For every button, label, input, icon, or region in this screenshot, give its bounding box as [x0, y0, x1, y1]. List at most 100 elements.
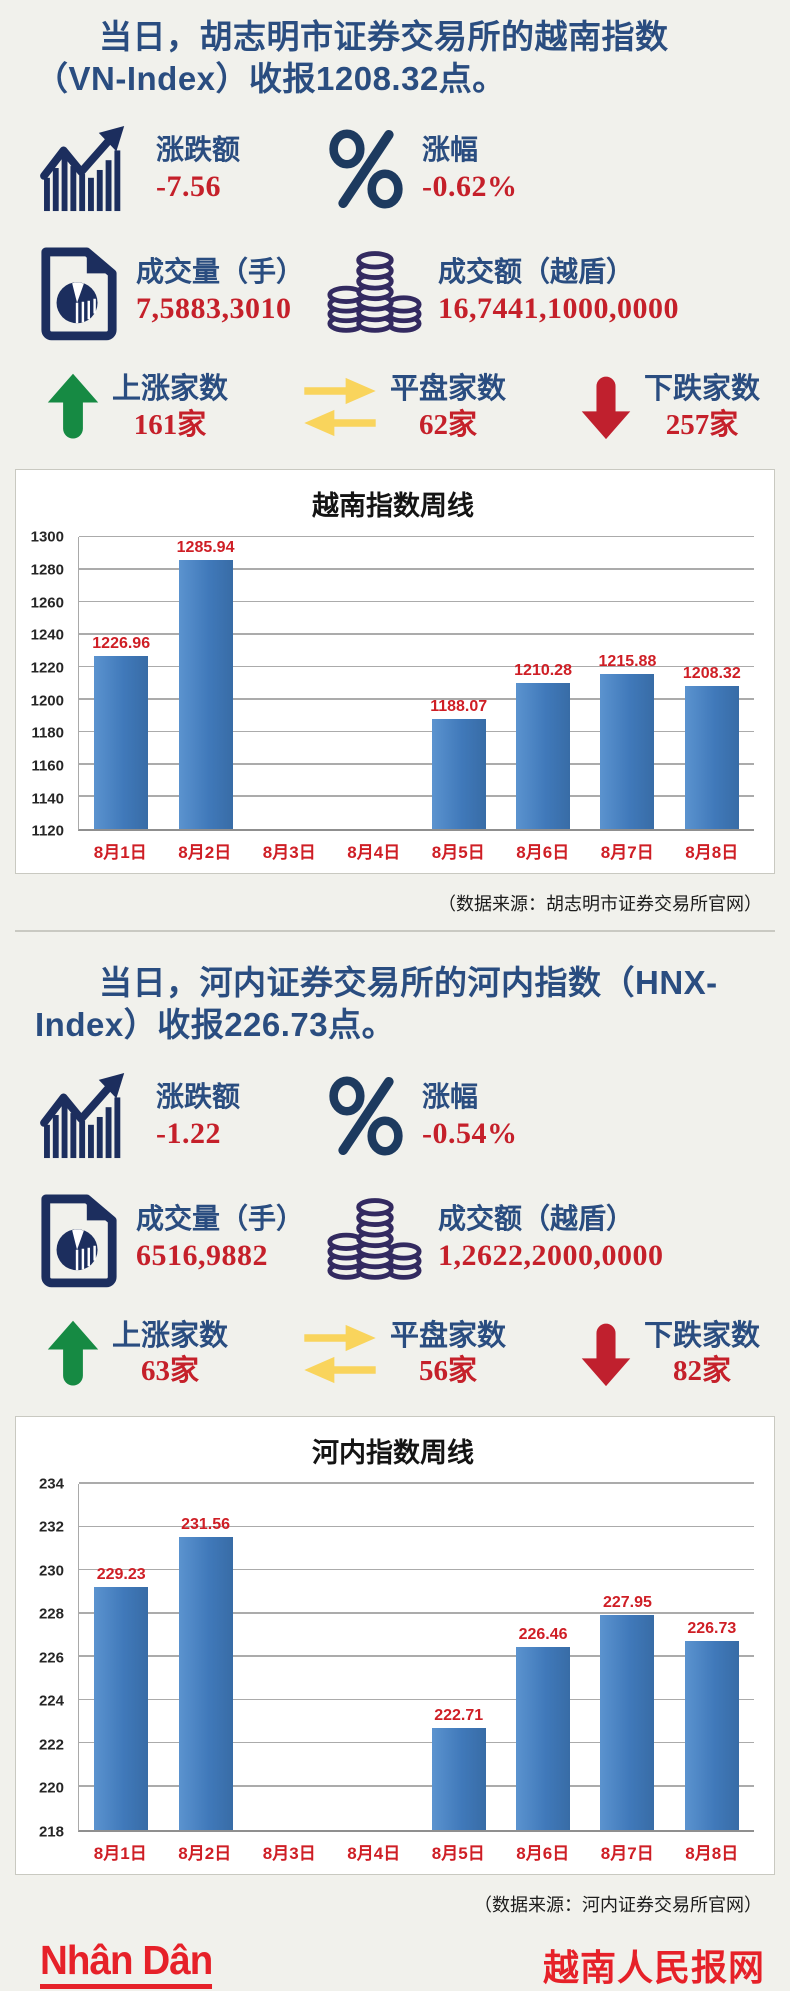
- count-decliners: 下跌家数 257家: [580, 373, 760, 441]
- gridline: [79, 1568, 754, 1571]
- y-tick-label: 1140: [31, 790, 64, 808]
- count-decliners: 下跌家数 82家: [580, 1320, 760, 1388]
- plot-area: 1226.96 1285.94 1188.07 1210.28 1215.88 1208.…: [78, 535, 754, 832]
- stat-label: 成交量（手）: [136, 1202, 305, 1234]
- y-tick-label: 1240: [30, 626, 64, 644]
- up-arrow-icon: [46, 373, 100, 441]
- document-pie-icon: [38, 241, 120, 341]
- stat-change-amount: 涨跌额 -1.22: [38, 1072, 316, 1160]
- chart-title: 越南指数周线: [312, 491, 474, 522]
- bar-value-label: 1210.28: [514, 661, 572, 679]
- bar-slot: [248, 1484, 332, 1830]
- bar-value-label: 1285.94: [176, 539, 235, 557]
- y-tick-label: 226: [38, 1649, 64, 1667]
- x-tick-label: 8月6日: [516, 1843, 570, 1863]
- x-tick-label: 8月8日: [685, 843, 739, 863]
- x-tick-label: 8月6日: [516, 843, 570, 863]
- coin-stacks-icon: [326, 1190, 422, 1286]
- y-tick-label: 1200: [30, 692, 64, 710]
- stat-label: 成交额（越盾）: [438, 1202, 635, 1234]
- bar-value-label: 1208.32: [682, 665, 741, 683]
- gridline: [79, 1655, 754, 1657]
- bar-value-label: 1226.96: [92, 634, 151, 652]
- y-tick-label: 224: [38, 1692, 64, 1710]
- stat-value: -0.54%: [422, 1116, 518, 1150]
- stat-label: 涨幅: [422, 1080, 479, 1112]
- x-tick-label: 8月3日: [262, 1843, 316, 1863]
- bar: [516, 682, 571, 830]
- count-advancers: 上涨家数 161家: [46, 373, 228, 441]
- bar-slot: 222.71: [417, 1484, 501, 1830]
- swap-arrows-icon: [302, 376, 378, 438]
- gridline: [79, 600, 754, 603]
- stat-value: 16,7441,1000,0000: [438, 292, 679, 326]
- bar-slot: 226.46: [501, 1484, 585, 1830]
- bar-value-label: 1215.88: [598, 652, 657, 670]
- percent-icon: [326, 1075, 406, 1157]
- y-axis: 218 220 222 224 226 228 230 232 234: [22, 1476, 74, 1839]
- count-value: 161家: [133, 408, 207, 441]
- bar-slot: 227.95: [585, 1484, 669, 1830]
- bar-value-label: 226.46: [518, 1625, 568, 1643]
- gridline: [79, 1612, 754, 1614]
- x-tick-label: 8月2日: [178, 1843, 232, 1863]
- y-tick-label: 234: [38, 1475, 64, 1493]
- document-pie-icon: [38, 1188, 120, 1288]
- hnx-index-weekly-chart: 河内指数周线 218 220 222 224 226 228 230 232 234 229.23…: [15, 1415, 775, 1875]
- bar: [431, 1727, 486, 1830]
- stat-label: 成交额（越盾）: [438, 256, 635, 288]
- gridline: [79, 633, 754, 635]
- stat-label: 涨跌额: [156, 134, 241, 166]
- stat-change-amount: 涨跌额 -7.56: [38, 125, 316, 213]
- y-tick-label: 1220: [30, 659, 64, 677]
- y-tick-label: 222: [38, 1736, 64, 1754]
- bar-slot: [332, 537, 416, 829]
- stat-value: -0.62%: [422, 170, 518, 204]
- x-tick-label: 8月4日: [347, 1843, 401, 1863]
- bar: [516, 1646, 571, 1830]
- data-source-note: （数据来源：胡志明市证券交易所官网）: [438, 894, 762, 915]
- x-tick-label: 8月5日: [431, 1843, 485, 1863]
- chart-title: 河内指数周线: [312, 1437, 474, 1468]
- stat-value: -7.56: [156, 170, 221, 204]
- section-divider: [15, 930, 775, 933]
- gridline: [79, 568, 754, 570]
- y-tick-label: 1300: [30, 528, 64, 546]
- x-axis: 8月1日 8月2日 8月3日 8月4日 8月5日 8月6日 8月7日 8月8日: [78, 835, 754, 865]
- bar-slot: 229.23: [79, 1484, 163, 1830]
- y-tick-label: 1180: [31, 724, 64, 742]
- gridline: [79, 698, 754, 700]
- bar-slot: 1188.07: [417, 537, 501, 830]
- bar: [178, 560, 233, 830]
- count-advancers: 上涨家数 63家: [46, 1320, 228, 1388]
- bar: [684, 1641, 739, 1830]
- x-tick-label: 8月5日: [431, 843, 485, 863]
- gridline: [79, 730, 754, 733]
- bar-slot: 231.56: [163, 1484, 247, 1830]
- bar-slot: 1208.32: [670, 537, 754, 830]
- count-unchanged: 平盘家数 62家: [302, 373, 506, 441]
- gridline: [79, 1741, 754, 1744]
- bar-slot: 226.73: [670, 1484, 754, 1830]
- y-tick-label: 220: [38, 1779, 64, 1797]
- bar: [94, 1586, 149, 1830]
- site-name: 越南人民报网: [542, 1946, 765, 1988]
- y-tick-label: 230: [38, 1562, 64, 1580]
- bar-value-label: 229.23: [96, 1565, 146, 1583]
- gridline: [79, 795, 754, 797]
- stat-value: 1,2622,2000,0000: [438, 1238, 664, 1272]
- stat-turnover: 成交额（越盾） 1,2622,2000,0000: [326, 1188, 790, 1288]
- hnx-index-stats: 涨跌额 -1.22 涨幅 -0.54% 成交量（: [38, 1072, 790, 1288]
- x-tick-label: 8月3日: [262, 843, 316, 863]
- count-unchanged: 平盘家数 56家: [302, 1320, 506, 1388]
- x-tick-label: 8月4日: [347, 843, 401, 863]
- gridline: [79, 665, 754, 668]
- stat-value: -1.22: [156, 1116, 221, 1150]
- hnx-index-headline: 当日，河内证券交易所的河内指数（HNX-Index）收报226.73点。: [35, 964, 718, 1043]
- trend-chart-icon: [38, 125, 140, 213]
- chart-plot: 1120 1140 1160 1180 1200 1220 1240 1260 1280 1300…: [22, 530, 764, 865]
- vn-index-stats: 涨跌额 -7.56 涨幅 -0.62% 成交量（: [38, 125, 790, 341]
- stat-value: 6516,9882: [136, 1238, 268, 1272]
- count-value: 82家: [672, 1354, 731, 1387]
- bar: [431, 718, 486, 830]
